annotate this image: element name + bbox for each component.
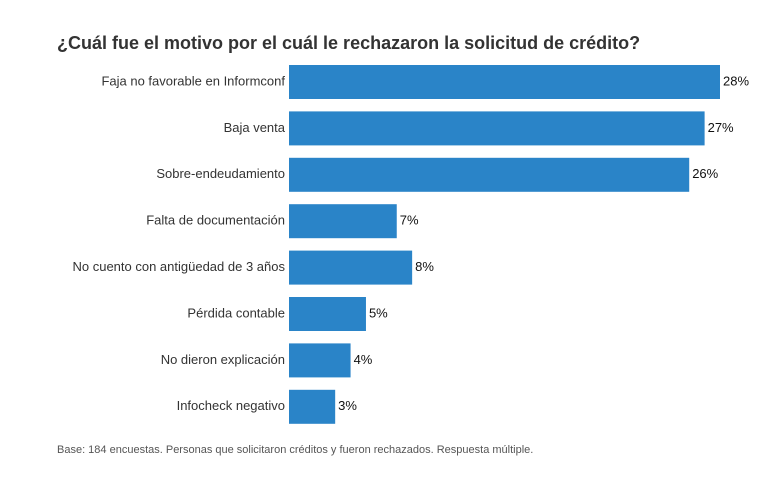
category-label: No cuento con antigüedad de 3 años — [72, 259, 285, 274]
bar — [289, 297, 366, 331]
value-label: 27% — [708, 120, 734, 135]
value-label: 5% — [369, 305, 388, 320]
bar — [289, 343, 351, 378]
bar — [289, 250, 413, 285]
bar — [289, 111, 705, 146]
category-label: Sobre-endeudamiento — [156, 166, 285, 181]
value-label: 28% — [723, 73, 749, 88]
value-label: 3% — [338, 398, 357, 413]
value-label: 7% — [400, 213, 419, 228]
value-label: 8% — [415, 259, 434, 274]
value-label: 4% — [354, 352, 373, 367]
chart-title: ¿Cuál fue el motivo por el cuál le recha… — [57, 33, 640, 53]
category-label: No dieron explicación — [161, 352, 285, 367]
bar — [289, 157, 690, 192]
category-label: Faja no favorable en Informconf — [101, 73, 285, 88]
value-label: 26% — [692, 166, 718, 181]
category-label: Pérdida contable — [187, 305, 285, 320]
category-label: Falta de documentación — [146, 213, 285, 228]
footnote: Base: 184 encuestas. Personas que solici… — [57, 444, 533, 456]
bar — [289, 389, 336, 424]
category-label: Baja venta — [224, 120, 286, 135]
category-label: Infocheck negativo — [177, 398, 285, 413]
bar — [289, 65, 720, 99]
bar — [289, 204, 397, 239]
